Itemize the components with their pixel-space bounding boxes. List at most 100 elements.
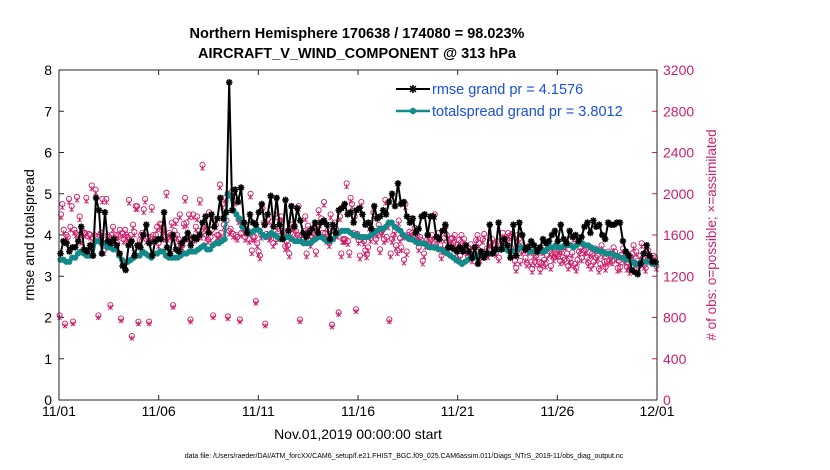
rmse-point <box>326 235 334 243</box>
rmse-point <box>77 223 85 231</box>
y-tick-label: 4 <box>44 227 52 243</box>
totalspread-point <box>236 215 243 222</box>
obs-assimilated-marker <box>564 254 570 260</box>
rmse-point <box>288 202 295 210</box>
y-tick-label: 8 <box>44 62 52 78</box>
obs-assimilated-marker <box>286 254 292 260</box>
rmse-point <box>462 242 470 249</box>
obs-assimilated-marker <box>531 254 537 260</box>
rmse-point <box>575 237 582 245</box>
y-tick-label: 5 <box>44 186 52 202</box>
rmse-point <box>255 209 263 216</box>
rmse-point <box>652 258 659 266</box>
obs-assimilated-marker <box>155 243 161 250</box>
obs-assimilated-marker <box>69 206 75 213</box>
obs-assimilated-marker <box>74 197 80 203</box>
obs-assimilated-marker <box>519 250 524 257</box>
obs-assimilated-marker <box>103 199 109 205</box>
rmse-point <box>148 252 156 259</box>
rmse-point <box>276 221 283 228</box>
y-tick-label: 2 <box>44 310 52 326</box>
rmse-point <box>267 192 274 200</box>
rmse-point <box>595 221 603 228</box>
legend-label: rmse grand pr = 4.1576 <box>432 82 583 98</box>
obs-assimilated-marker <box>591 262 597 268</box>
rmse-point <box>572 231 579 239</box>
obs-assimilated-marker <box>537 269 543 275</box>
obs-assimilated-marker <box>270 243 276 250</box>
rmse-point <box>483 250 491 257</box>
rmse-point <box>317 219 325 226</box>
rmse-point <box>353 206 360 214</box>
obs-assimilated-marker <box>248 194 254 200</box>
rmse-point <box>228 206 236 214</box>
rmse-point <box>439 227 446 235</box>
obs-assimilated-marker <box>589 254 595 260</box>
rmse-point <box>587 229 594 237</box>
rmse-point <box>421 211 428 218</box>
rmse-point <box>175 248 183 255</box>
rmse-point <box>98 250 106 257</box>
rmse-point <box>285 227 292 235</box>
rmse-point <box>601 235 609 243</box>
obs-assimilated-marker <box>169 223 175 229</box>
rmse-point <box>172 246 180 253</box>
rmse-point <box>329 221 337 228</box>
y2-axis-label: # of obs: o=possible; ×=assimilated <box>704 129 719 340</box>
rmse-point <box>403 213 411 220</box>
obs-assimilated-marker <box>285 245 291 252</box>
x-tick-label: 11/06 <box>142 403 176 419</box>
rmse-point <box>379 206 387 214</box>
rmse-point <box>598 231 606 239</box>
rmse-point <box>442 221 449 228</box>
obs-assimilated-marker <box>62 323 68 329</box>
obs-assimilated-marker <box>595 256 601 262</box>
rmse-point <box>347 209 354 216</box>
obs-assimilated-marker <box>346 253 352 259</box>
obs-assimilated-marker <box>338 254 344 260</box>
rmse-point <box>270 223 277 231</box>
rmse-point <box>533 248 541 255</box>
rmse-point <box>107 239 115 247</box>
obs-assimilated-marker <box>458 235 464 241</box>
rmse-point <box>160 209 168 216</box>
rmse-point <box>199 219 206 226</box>
rmse-point <box>214 215 221 222</box>
obs-assimilated-marker <box>328 214 334 221</box>
rmse-point <box>557 221 565 228</box>
obs-assimilated-marker <box>336 311 342 318</box>
obs-assimilated-marker <box>141 209 147 216</box>
rmse-point <box>314 229 322 237</box>
rmse-point <box>237 184 245 191</box>
obs-assimilated-marker <box>230 234 236 240</box>
rmse-point <box>258 200 266 208</box>
obs-assimilated-marker <box>393 245 399 252</box>
totalspread-point <box>397 227 404 234</box>
rmse-point <box>501 235 508 243</box>
obs-assimilated-marker <box>99 199 105 205</box>
obs-assimilated-marker <box>252 237 258 243</box>
rmse-point <box>190 233 197 241</box>
rmse-point <box>415 225 422 233</box>
y2-tick-label: 1200 <box>663 268 694 284</box>
obs-assimilated-marker <box>186 214 192 221</box>
axis-ticks: 11/01 11/06 11/11 11/16 11/21 11/26 12/0101234… <box>42 62 694 419</box>
totalspread-point <box>66 258 73 265</box>
obs-assimilated-marker <box>438 256 444 262</box>
rmse-point <box>622 248 630 255</box>
obs-assimilated-marker <box>544 256 550 262</box>
obs-assimilated-marker <box>130 225 136 231</box>
obs-assimilated-marker <box>361 241 367 248</box>
rmse-point <box>519 231 526 239</box>
rmse-point <box>471 244 479 251</box>
totalspread-point <box>221 236 228 243</box>
obs-assimilated-marker <box>528 262 534 268</box>
obs-assimilated-marker <box>173 221 179 227</box>
rmse-point <box>92 194 100 202</box>
rmse-point <box>66 248 73 255</box>
rmse-point <box>320 217 328 224</box>
y-tick-label: 0 <box>44 392 52 408</box>
obs-assimilated-marker <box>348 198 354 204</box>
obs-assimilated-marker <box>126 200 132 206</box>
rmse-point <box>581 223 588 231</box>
